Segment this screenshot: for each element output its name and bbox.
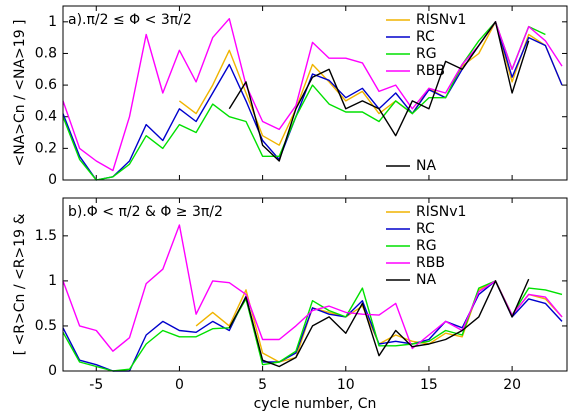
series-line: [62, 280, 563, 372]
y-tick-label: 0.8: [35, 45, 57, 61]
series-line: [228, 21, 530, 162]
y-tick-label: 0.6: [35, 77, 57, 93]
x-tick-label: 20: [503, 377, 521, 393]
series-line: [62, 21, 563, 181]
y-tick-label: 1: [48, 14, 57, 30]
x-tick-label: 0: [175, 377, 184, 393]
y-axis-label: <NA>Cn / <NA>19 ]: [12, 19, 28, 166]
x-tick-label: 10: [337, 377, 355, 393]
legend-label: NA: [416, 158, 436, 174]
y-tick-label: 1: [48, 273, 57, 289]
legend-label: RG: [416, 238, 437, 254]
y-tick-label: 0.4: [35, 109, 57, 125]
x-tick-label: -5: [89, 377, 103, 393]
series-line: [62, 224, 563, 352]
plot-frame: [62, 197, 568, 372]
legend-label: RBB: [416, 63, 445, 79]
legend-label: RISNv1: [416, 204, 466, 220]
x-tick-label: 15: [420, 377, 438, 393]
y-axis-label: [ <R>Cn / <R>19 &: [12, 214, 28, 356]
annotation: b).Φ < π/2 & Φ ≥ 3π/2: [68, 204, 223, 220]
legend-label: RC: [416, 29, 435, 45]
y-tick-label: 0: [48, 363, 57, 379]
legend-label: RG: [416, 46, 437, 62]
legend-label: RBB: [416, 255, 445, 271]
series-line: [228, 278, 530, 368]
y-tick-label: 0: [48, 172, 57, 188]
y-tick-label: 0.2: [35, 140, 57, 156]
y-tick-label: 1.5: [35, 228, 57, 244]
series-line: [178, 21, 563, 146]
series-line: [62, 21, 546, 181]
legend-label: RISNv1: [416, 12, 466, 28]
series-line: [62, 280, 563, 372]
legend-label: NA: [416, 272, 436, 288]
x-axis-label: cycle number, Cn: [254, 396, 377, 412]
legend-label: RC: [416, 221, 435, 237]
y-tick-label: 0.5: [35, 318, 57, 334]
x-tick-label: 5: [258, 377, 267, 393]
annotation: a).π/2 ≤ Φ < 3π/2: [68, 12, 192, 28]
series-line: [62, 18, 563, 172]
plot-frame: [62, 5, 568, 181]
